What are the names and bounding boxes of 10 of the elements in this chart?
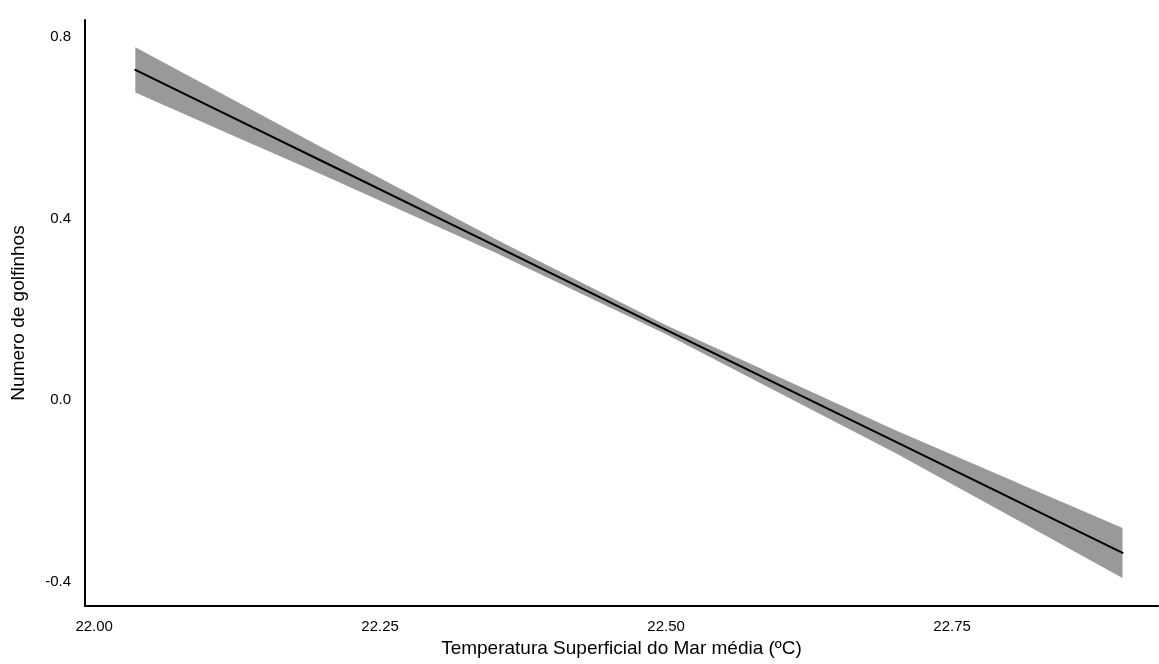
y-tick-label: 0.4	[50, 208, 71, 226]
y-tick-label: 0.8	[50, 27, 71, 45]
y-axis-title: Numero de golfinhos	[7, 225, 28, 401]
x-tick-label: 22.50	[647, 617, 685, 634]
x-tick-label: 22.25	[361, 617, 399, 634]
y-tick-label: -0.4	[45, 571, 71, 589]
y-tick-label: 0.0	[50, 390, 71, 408]
x-tick-label: 22.00	[75, 617, 113, 634]
x-tick-label: 22.75	[933, 617, 971, 634]
x-axis-title: Temperatura Superficial do Mar média (ºC)	[441, 636, 802, 658]
